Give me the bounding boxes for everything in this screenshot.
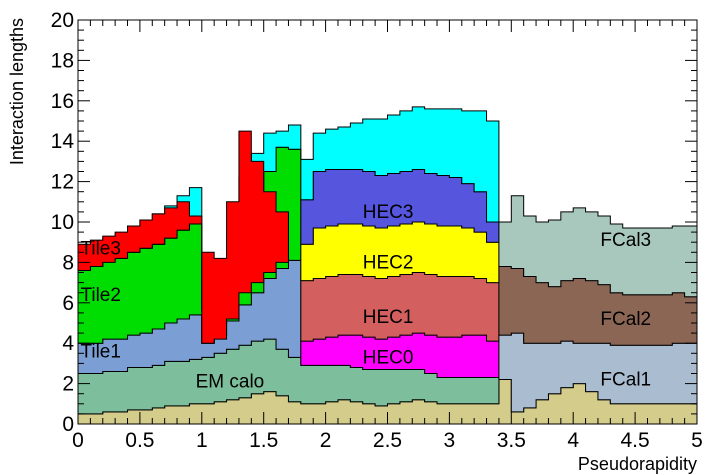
x-tick-label: 5	[691, 429, 703, 452]
region-label-hec1: HEC1	[363, 307, 414, 328]
y-tick-label: 16	[51, 90, 74, 113]
tile3-series	[77, 130, 289, 344]
region-label-fcal3: FCal3	[600, 230, 651, 251]
y-tick-label: 20	[51, 9, 74, 32]
x-tick-label: 4.5	[620, 429, 649, 452]
region-labels: Tile3 Tile2 Tile1 EM calo HEC3 HEC2 HEC1 HEC0 FC…	[80, 202, 651, 393]
y-axis-title: Interaction lengths	[7, 18, 27, 165]
region-label-tile1: Tile1	[80, 341, 120, 362]
x-tick-label: 2	[320, 429, 332, 452]
region-label-hec3: HEC3	[363, 202, 414, 223]
y-tick-label: 2	[62, 373, 74, 396]
x-tick-labels: 0 0.5 1 1.5 2 2.5 3 3.5 4 4.5 5	[72, 429, 703, 452]
y-tick-label: 6	[62, 292, 74, 315]
region-label-fcal1: FCal1	[600, 370, 651, 391]
x-tick-label: 0	[72, 429, 84, 452]
y-tick-label: 18	[51, 49, 74, 72]
region-label-tile2: Tile2	[80, 285, 120, 306]
region-label-hec2: HEC2	[363, 252, 414, 273]
region-label-em-calo: EM calo	[196, 372, 265, 393]
y-tick-labels: 0 2 4 6 8 10 12 14 16 18 20	[51, 9, 75, 436]
region-label-fcal2: FCal2	[600, 309, 651, 330]
x-tick-label: 1.5	[249, 429, 278, 452]
y-tick-label: 10	[51, 211, 74, 234]
x-axis-title: Pseudorapidity	[578, 454, 697, 474]
y-tick-label: 4	[62, 332, 74, 355]
stacked-layers	[77, 106, 698, 425]
axis-ticks	[77, 19, 698, 425]
x-tick-label: 4	[567, 429, 579, 452]
x-tick-label: 2.5	[373, 429, 402, 452]
x-tick-label: 3.5	[497, 429, 526, 452]
x-tick-label: 1	[196, 429, 208, 452]
y-tick-label: 14	[51, 130, 75, 153]
x-tick-label: 3	[444, 429, 456, 452]
series-tile3	[77, 130, 289, 344]
x-tick-label: 0.5	[125, 429, 154, 452]
region-label-tile3: Tile3	[80, 238, 120, 259]
y-tick-label: 8	[62, 251, 74, 274]
region-label-hec0: HEC0	[363, 347, 414, 368]
y-tick-label: 0	[62, 413, 74, 436]
y-tick-label: 12	[51, 171, 74, 194]
